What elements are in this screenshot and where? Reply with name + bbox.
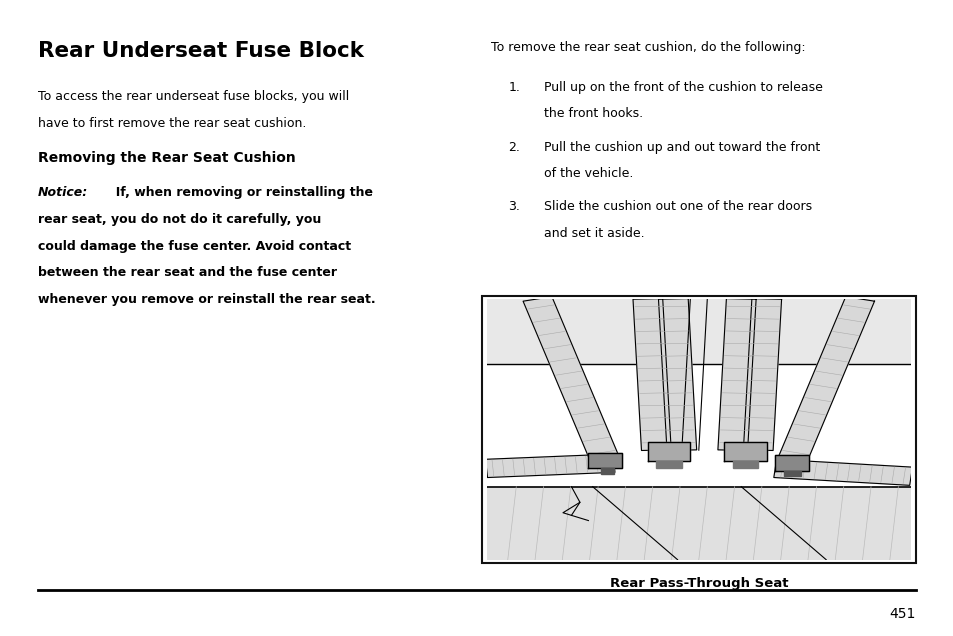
Polygon shape: [600, 468, 614, 474]
Polygon shape: [647, 443, 690, 460]
Polygon shape: [732, 460, 758, 468]
Text: Notice:: Notice:: [38, 186, 89, 199]
Text: To remove the rear seat cushion, do the following:: To remove the rear seat cushion, do the …: [491, 41, 805, 54]
Text: 3.: 3.: [508, 200, 519, 213]
Text: have to first remove the rear seat cushion.: have to first remove the rear seat cushi…: [38, 117, 306, 130]
Text: Rear Underseat Fuse Block: Rear Underseat Fuse Block: [38, 41, 364, 61]
Polygon shape: [486, 299, 910, 364]
Text: and set it aside.: and set it aside.: [543, 227, 643, 240]
Text: between the rear seat and the fuse center: between the rear seat and the fuse cente…: [38, 266, 336, 279]
Polygon shape: [773, 459, 911, 485]
Text: To access the rear underseat fuse blocks, you will: To access the rear underseat fuse blocks…: [38, 90, 349, 103]
Polygon shape: [485, 454, 615, 478]
Bar: [481, 296, 915, 563]
Polygon shape: [723, 443, 766, 460]
Polygon shape: [718, 299, 756, 450]
Text: Rear Pass-Through Seat: Rear Pass-Through Seat: [609, 577, 787, 590]
Text: Pull the cushion up and out toward the front: Pull the cushion up and out toward the f…: [543, 141, 820, 153]
Polygon shape: [742, 299, 781, 450]
Text: the front hooks.: the front hooks.: [543, 107, 642, 120]
Polygon shape: [588, 453, 621, 468]
Polygon shape: [522, 296, 619, 463]
Text: 451: 451: [888, 607, 915, 621]
Text: 2.: 2.: [508, 141, 519, 153]
Polygon shape: [633, 299, 671, 450]
Text: If, when removing or reinstalling the: If, when removing or reinstalling the: [107, 186, 373, 199]
Text: whenever you remove or reinstall the rear seat.: whenever you remove or reinstall the rea…: [38, 293, 375, 306]
Text: Removing the Rear Seat Cushion: Removing the Rear Seat Cushion: [38, 151, 295, 165]
Text: 1.: 1.: [508, 81, 519, 93]
Polygon shape: [658, 299, 696, 450]
Polygon shape: [782, 471, 800, 476]
Text: rear seat, you do not do it carefully, you: rear seat, you do not do it carefully, y…: [38, 213, 321, 226]
Text: of the vehicle.: of the vehicle.: [543, 167, 633, 180]
Polygon shape: [486, 487, 910, 560]
Polygon shape: [656, 460, 681, 468]
Text: Pull up on the front of the cushion to release: Pull up on the front of the cushion to r…: [543, 81, 821, 93]
Text: Slide the cushion out one of the rear doors: Slide the cushion out one of the rear do…: [543, 200, 811, 213]
Polygon shape: [777, 296, 874, 463]
Polygon shape: [775, 455, 808, 471]
Text: could damage the fuse center. Avoid contact: could damage the fuse center. Avoid cont…: [38, 240, 351, 252]
